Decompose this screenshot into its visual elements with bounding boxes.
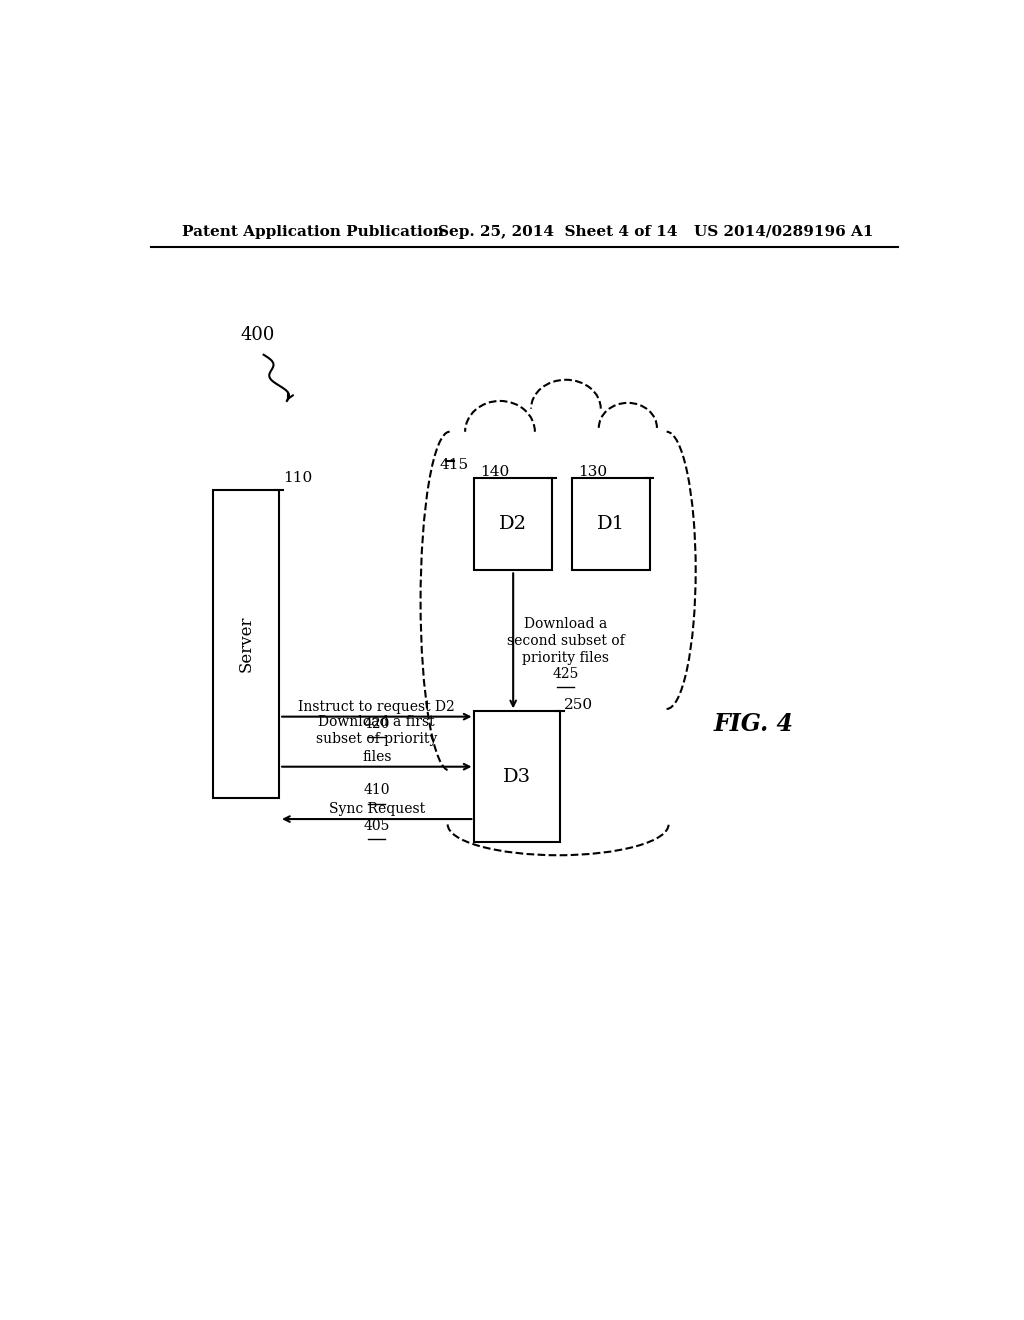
Text: D3: D3 [503,768,531,785]
Text: 420: 420 [364,717,390,730]
Text: 415: 415 [439,458,469,471]
Text: D1: D1 [597,515,625,533]
Text: 130: 130 [579,465,607,479]
Text: Patent Application Publication: Patent Application Publication [182,224,444,239]
Text: 405: 405 [364,818,390,833]
Text: D2: D2 [499,515,527,533]
Text: Instruct to request D2: Instruct to request D2 [298,700,455,714]
Text: Sync Request: Sync Request [329,803,425,816]
Bar [474,478,552,570]
Bar [213,490,280,797]
Bar [572,478,649,570]
Text: Download a
second subset of
priority files: Download a second subset of priority fil… [507,616,625,665]
Text: US 2014/0289196 A1: US 2014/0289196 A1 [693,224,873,239]
Text: Sep. 25, 2014  Sheet 4 of 14: Sep. 25, 2014 Sheet 4 of 14 [438,224,678,239]
Text: Server: Server [238,615,255,672]
Text: 110: 110 [283,471,312,484]
Text: 250: 250 [563,698,593,711]
Text: 410: 410 [364,784,390,797]
Bar [474,711,560,842]
Text: FIG. 4: FIG. 4 [713,713,794,737]
Text: Download a first
subset of priority
files: Download a first subset of priority file… [316,715,437,763]
Text: 425: 425 [553,667,579,681]
Text: 140: 140 [480,465,510,479]
Text: 400: 400 [241,326,274,345]
